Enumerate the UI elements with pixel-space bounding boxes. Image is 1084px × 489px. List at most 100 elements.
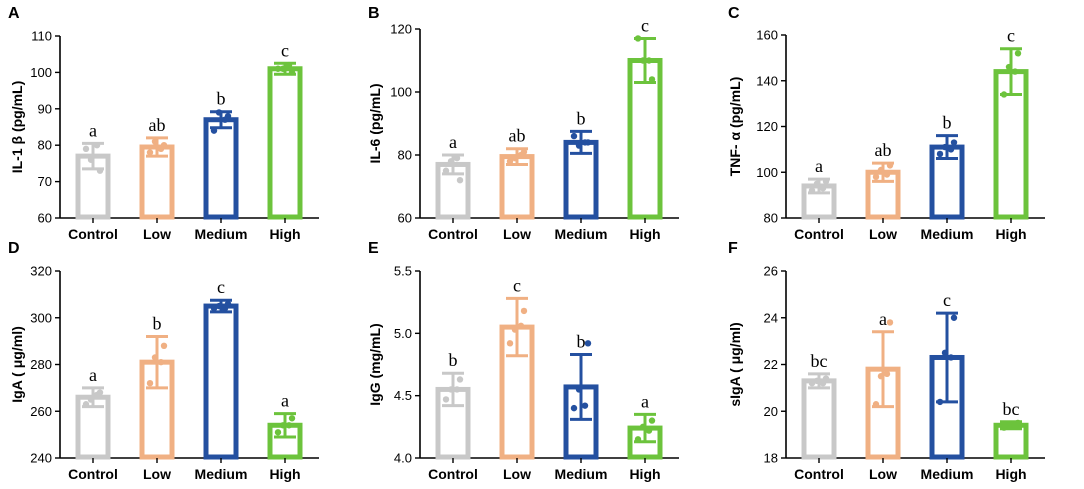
data-point	[511, 326, 519, 333]
panel-d: D IgA ( μg/ml) 240 260 280 300 320 a Control b Low…	[8, 240, 319, 482]
significance-letter: b	[217, 89, 226, 109]
data-point	[93, 142, 101, 149]
data-point	[146, 380, 154, 387]
bar-high	[627, 58, 663, 220]
y-tick-label: 120	[756, 119, 778, 134]
bar-medium	[929, 354, 965, 460]
significance-letter: c	[1007, 26, 1015, 46]
data-point	[447, 386, 455, 393]
data-point	[157, 358, 165, 366]
y-tick-label: 4.0	[394, 451, 412, 466]
x-tick-label: High	[629, 466, 660, 482]
x-tick-label: Low	[869, 226, 897, 242]
data-point	[279, 65, 287, 72]
data-point	[285, 422, 293, 429]
x-tick-label: Low	[503, 226, 531, 242]
data-point	[274, 429, 282, 436]
x-tick-label: Low	[143, 226, 171, 242]
data-point	[813, 180, 821, 187]
bar-medium	[203, 117, 239, 220]
y-tick-label: 320	[30, 264, 52, 279]
y-tick-label: 26	[764, 264, 778, 279]
significance-letter: ab	[149, 115, 166, 135]
x-tick-label: High	[995, 226, 1026, 242]
data-point	[941, 349, 949, 357]
data-point	[808, 380, 816, 387]
data-point	[950, 314, 958, 321]
data-point	[511, 154, 519, 162]
data-point	[950, 139, 958, 146]
panel-letter: F	[728, 240, 738, 257]
data-point	[639, 57, 647, 64]
panel-letter: C	[728, 5, 740, 22]
data-point	[570, 132, 578, 140]
y-tick-label: 24	[764, 310, 778, 325]
data-point	[447, 158, 455, 165]
data-point	[279, 422, 287, 429]
significance-letter: a	[641, 391, 649, 411]
significance-letter: c	[513, 275, 521, 295]
data-point	[648, 417, 656, 424]
y-tick-label: 80	[398, 148, 412, 163]
x-tick-label: Medium	[195, 466, 248, 482]
significance-letter: a	[879, 309, 887, 329]
data-point	[634, 436, 642, 443]
data-point	[822, 178, 830, 185]
y-axis-label: TNF- α (pg/mL)	[727, 77, 743, 177]
y-tick-label: 280	[30, 357, 52, 372]
data-point	[224, 300, 232, 307]
x-tick-label: Control	[794, 226, 844, 242]
data-point	[819, 185, 827, 192]
data-point	[87, 156, 95, 163]
data-point	[1014, 50, 1022, 57]
data-point	[210, 127, 218, 134]
data-point	[1011, 68, 1019, 75]
significance-letter: a	[449, 132, 457, 152]
panel-letter: D	[8, 240, 20, 257]
data-point	[456, 376, 464, 383]
significance-letter: a	[281, 391, 289, 411]
data-point	[886, 319, 894, 326]
panel-e: E IgG (mg/mL) 4.0 4.5 5.0 5.5 b Control c Low b Med…	[367, 240, 679, 482]
data-point	[1000, 424, 1008, 431]
x-tick-label: Low	[143, 466, 171, 482]
y-tick-label: 140	[756, 73, 778, 88]
y-axis-label: IgG (mg/mL)	[367, 323, 383, 405]
significance-letter: b	[577, 108, 586, 128]
bar-medium	[203, 303, 239, 460]
data-point	[82, 401, 90, 408]
x-tick-label: Control	[794, 466, 844, 482]
data-point	[645, 427, 653, 434]
data-point	[215, 109, 223, 116]
data-point	[808, 187, 816, 194]
data-point	[584, 340, 592, 347]
data-point	[813, 377, 821, 385]
significance-letter: b	[153, 313, 162, 333]
y-tick-label: 18	[764, 451, 778, 466]
data-point	[151, 354, 159, 361]
y-tick-label: 60	[398, 211, 412, 226]
y-tick-label: 100	[30, 65, 52, 80]
y-axis-label: IL-6 (pg/mL)	[367, 83, 383, 163]
x-tick-label: Low	[869, 466, 897, 482]
y-axis-label: sIgA ( μg/ml)	[727, 322, 743, 406]
data-point	[570, 404, 578, 412]
significance-letter: a	[89, 120, 97, 140]
data-point	[936, 398, 944, 406]
significance-letter: a	[89, 365, 97, 385]
significance-letter: b	[577, 332, 586, 352]
panel-b: B IL-6 (pg/mL) 60 80 100 120 a Control ab Low b Med…	[367, 5, 679, 242]
panel-letter: B	[368, 5, 380, 22]
y-tick-label: 100	[756, 165, 778, 180]
data-point	[453, 386, 461, 393]
x-tick-label: Control	[68, 226, 118, 242]
panel-c: C TNF- α (pg/mL) 80 100 120 140 160 a Control ab L…	[727, 5, 1045, 242]
significance-letter: c	[217, 277, 225, 297]
data-point	[872, 173, 880, 181]
data-point	[442, 396, 450, 403]
significance-letter: bc	[1003, 399, 1020, 419]
y-tick-label: 70	[38, 174, 52, 189]
significance-letter: ab	[509, 126, 526, 146]
